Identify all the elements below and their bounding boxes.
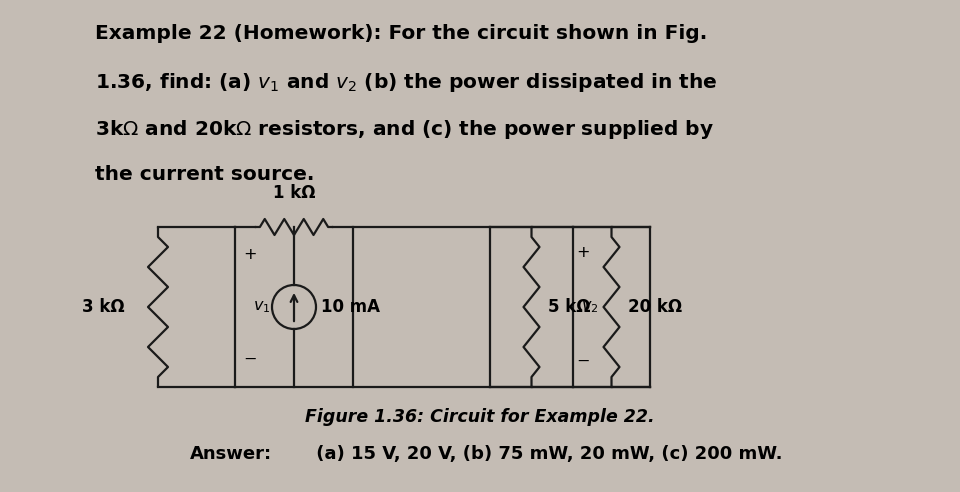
Text: $v_1$: $v_1$: [253, 299, 271, 315]
Text: 20 kΩ: 20 kΩ: [628, 298, 682, 316]
Text: Answer:: Answer:: [190, 445, 272, 463]
Text: 3 kΩ: 3 kΩ: [82, 298, 124, 316]
Text: Figure 1.36: Circuit for Example 22.: Figure 1.36: Circuit for Example 22.: [305, 408, 655, 426]
Text: $v_2$: $v_2$: [581, 299, 598, 315]
Text: (a) 15 V, 20 V, (b) 75 mW, 20 mW, (c) 200 mW.: (a) 15 V, 20 V, (b) 75 mW, 20 mW, (c) 20…: [310, 445, 782, 463]
Text: the current source.: the current source.: [95, 165, 314, 184]
Text: 3k$\Omega$ and 20k$\Omega$ resistors, and (c) the power supplied by: 3k$\Omega$ and 20k$\Omega$ resistors, an…: [95, 118, 714, 141]
Text: 5 kΩ: 5 kΩ: [547, 298, 590, 316]
Text: 1 kΩ: 1 kΩ: [273, 184, 315, 202]
Text: 10 mA: 10 mA: [321, 298, 380, 316]
Text: Example 22 (Homework): For the circuit shown in Fig.: Example 22 (Homework): For the circuit s…: [95, 24, 708, 43]
Text: −: −: [243, 352, 256, 367]
Text: +: +: [243, 247, 256, 262]
Text: 1.36, find: (a) $v_1$ and $v_2$ (b) the power dissipated in the: 1.36, find: (a) $v_1$ and $v_2$ (b) the …: [95, 71, 717, 94]
Text: −: −: [576, 354, 589, 369]
Text: +: +: [576, 245, 589, 260]
